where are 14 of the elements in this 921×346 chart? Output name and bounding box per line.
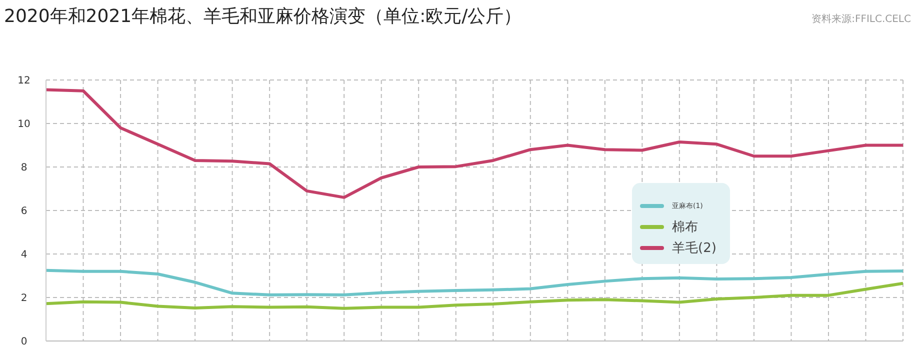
y-tick-label: 10 (18, 119, 30, 130)
y-tick-label: 12 (18, 76, 30, 87)
y-tick-label: 0 (20, 336, 28, 346)
y-tick-label: 8 (20, 162, 28, 174)
line-series (46, 282, 903, 310)
legend-label: 羊毛(2) (672, 240, 716, 256)
chart-title: 2020年和2021年棉花、羊毛和亚麻价格演变（单位:欧元/公斤） (4, 5, 522, 28)
legend-label: 棉布 (672, 218, 698, 236)
y-tick-label: 6 (20, 206, 28, 218)
line-series (46, 268, 903, 296)
y-tick-label: 4 (20, 250, 28, 261)
text: 资料来源:FFILC.CELC (812, 12, 911, 26)
y-tick-label: 2 (20, 293, 28, 304)
line-series (46, 88, 903, 199)
